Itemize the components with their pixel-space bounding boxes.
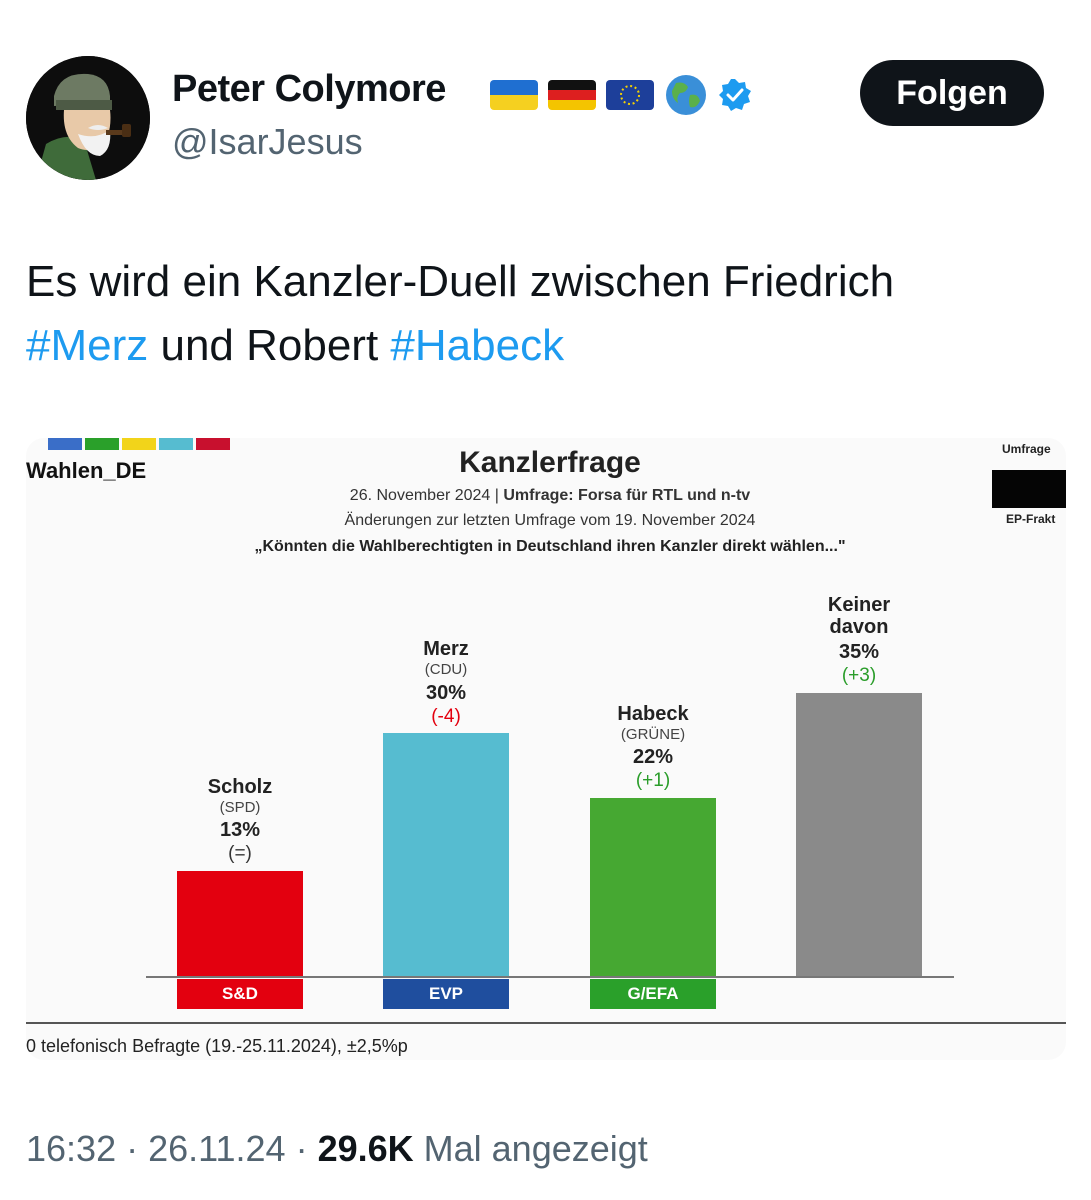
- meta-separator: ·: [116, 1128, 149, 1169]
- bar-scholz: [177, 870, 303, 976]
- tweet-text: Es wird ein Kanzler-Duell zwischen Fried…: [26, 250, 1066, 378]
- eu-flag-icon: [606, 80, 654, 110]
- tweet-meta: 16:32 · 26.11.24 · 29.6K Mal angezeigt: [26, 1128, 648, 1170]
- chart-source: Umfrage: Forsa für RTL und n-tv: [503, 487, 751, 504]
- bar-label: Scholz (SPD) 13% (=): [160, 776, 320, 865]
- bar-value-label: 30%: [425, 681, 467, 704]
- globe-icon: [666, 75, 706, 115]
- side-black-box: [992, 470, 1066, 508]
- chart-question: „Könnten die Wahlberechtigten in Deutsch…: [254, 538, 846, 555]
- hashtag-habeck-link[interactable]: #Habeck: [390, 321, 565, 370]
- chart-logo: Wahlen_DE: [26, 458, 147, 483]
- bar-party: (SPD): [219, 798, 261, 816]
- follow-button[interactable]: Folgen: [860, 60, 1044, 126]
- tweet-date[interactable]: 26.11.24: [148, 1128, 286, 1169]
- bar-label: Habeck (GRÜNE) 22% (+1): [573, 703, 733, 792]
- chart-title: Kanzlerfrage: [459, 446, 641, 479]
- bar-candidate-name: Habeck: [617, 702, 689, 725]
- tweet-text-part: Es wird ein Kanzler-Duell zwischen Fried…: [26, 257, 895, 306]
- chart-footnote: 0 telefonisch Befragte (19.-25.11.2024),…: [26, 1036, 408, 1056]
- bar-habeck: [590, 797, 716, 976]
- hashtag-merz-link[interactable]: #Merz: [26, 321, 149, 370]
- bar-label: Keiner davon 35% (+3): [779, 594, 939, 687]
- chart-date: 26. November 2024 |: [349, 487, 504, 504]
- bar-change-label: (+3): [841, 664, 877, 686]
- display-name[interactable]: Peter Colymore: [172, 68, 446, 110]
- bar-change-label: (=): [228, 843, 252, 865]
- side-label-bottom: EP-Frakt: [1006, 512, 1056, 526]
- view-count-suffix: Mal angezeigt: [413, 1128, 648, 1169]
- view-count: 29.6K: [317, 1128, 414, 1169]
- ukraine-flag-icon: [490, 80, 538, 110]
- bar-value-label: 13%: [219, 819, 261, 842]
- verified-badge-icon: [719, 79, 751, 111]
- bar-candidate-name: Scholz: [207, 775, 273, 798]
- bar-keiner-davon: [796, 692, 922, 976]
- bar-value-label: 22%: [632, 746, 674, 769]
- name-badges: [490, 73, 752, 117]
- chart-changes-note: Änderungen zur letzten Umfrage vom 19. N…: [344, 512, 756, 529]
- bar-value-label: 35%: [838, 640, 880, 663]
- bar-group-label: S&D: [177, 979, 303, 1009]
- bar-candidate-name: Keiner davon: [827, 593, 891, 638]
- germany-flag-icon: [548, 80, 596, 110]
- divider: [26, 1022, 1066, 1024]
- meta-separator: ·: [285, 1128, 318, 1169]
- avatar[interactable]: [26, 56, 150, 180]
- bar-party: (CDU): [424, 661, 468, 678]
- logo-color-bars: [48, 438, 230, 450]
- bar-label: Merz (CDU) 30% (-4): [366, 638, 526, 727]
- avatar-image: [26, 56, 150, 180]
- side-panel: Umfrage EP-Frakt: [992, 438, 1066, 548]
- bar-group-label: G/EFA: [590, 979, 716, 1009]
- bar-change-label: (-4): [431, 705, 461, 727]
- user-handle[interactable]: @IsarJesus: [172, 121, 363, 162]
- chart-baseline: [146, 976, 954, 978]
- tweet-media-image[interactable]: Wahlen_DE Kanzlerfrage 26. November 2024…: [26, 438, 1066, 1060]
- bar-candidate-name: Merz: [423, 638, 469, 660]
- tweet-text-part: und Robert: [148, 321, 391, 370]
- chart-subtitle: 26. November 2024 | Umfrage: Forsa für R…: [26, 487, 1066, 505]
- tweet-time[interactable]: 16:32: [26, 1128, 117, 1169]
- bar-party: (GRÜNE): [620, 725, 686, 743]
- side-label-top: Umfrage: [1002, 442, 1051, 456]
- bar-change-label: (+1): [635, 770, 671, 792]
- bar-merz: [383, 733, 509, 976]
- bar-group-label: EVP: [383, 979, 509, 1009]
